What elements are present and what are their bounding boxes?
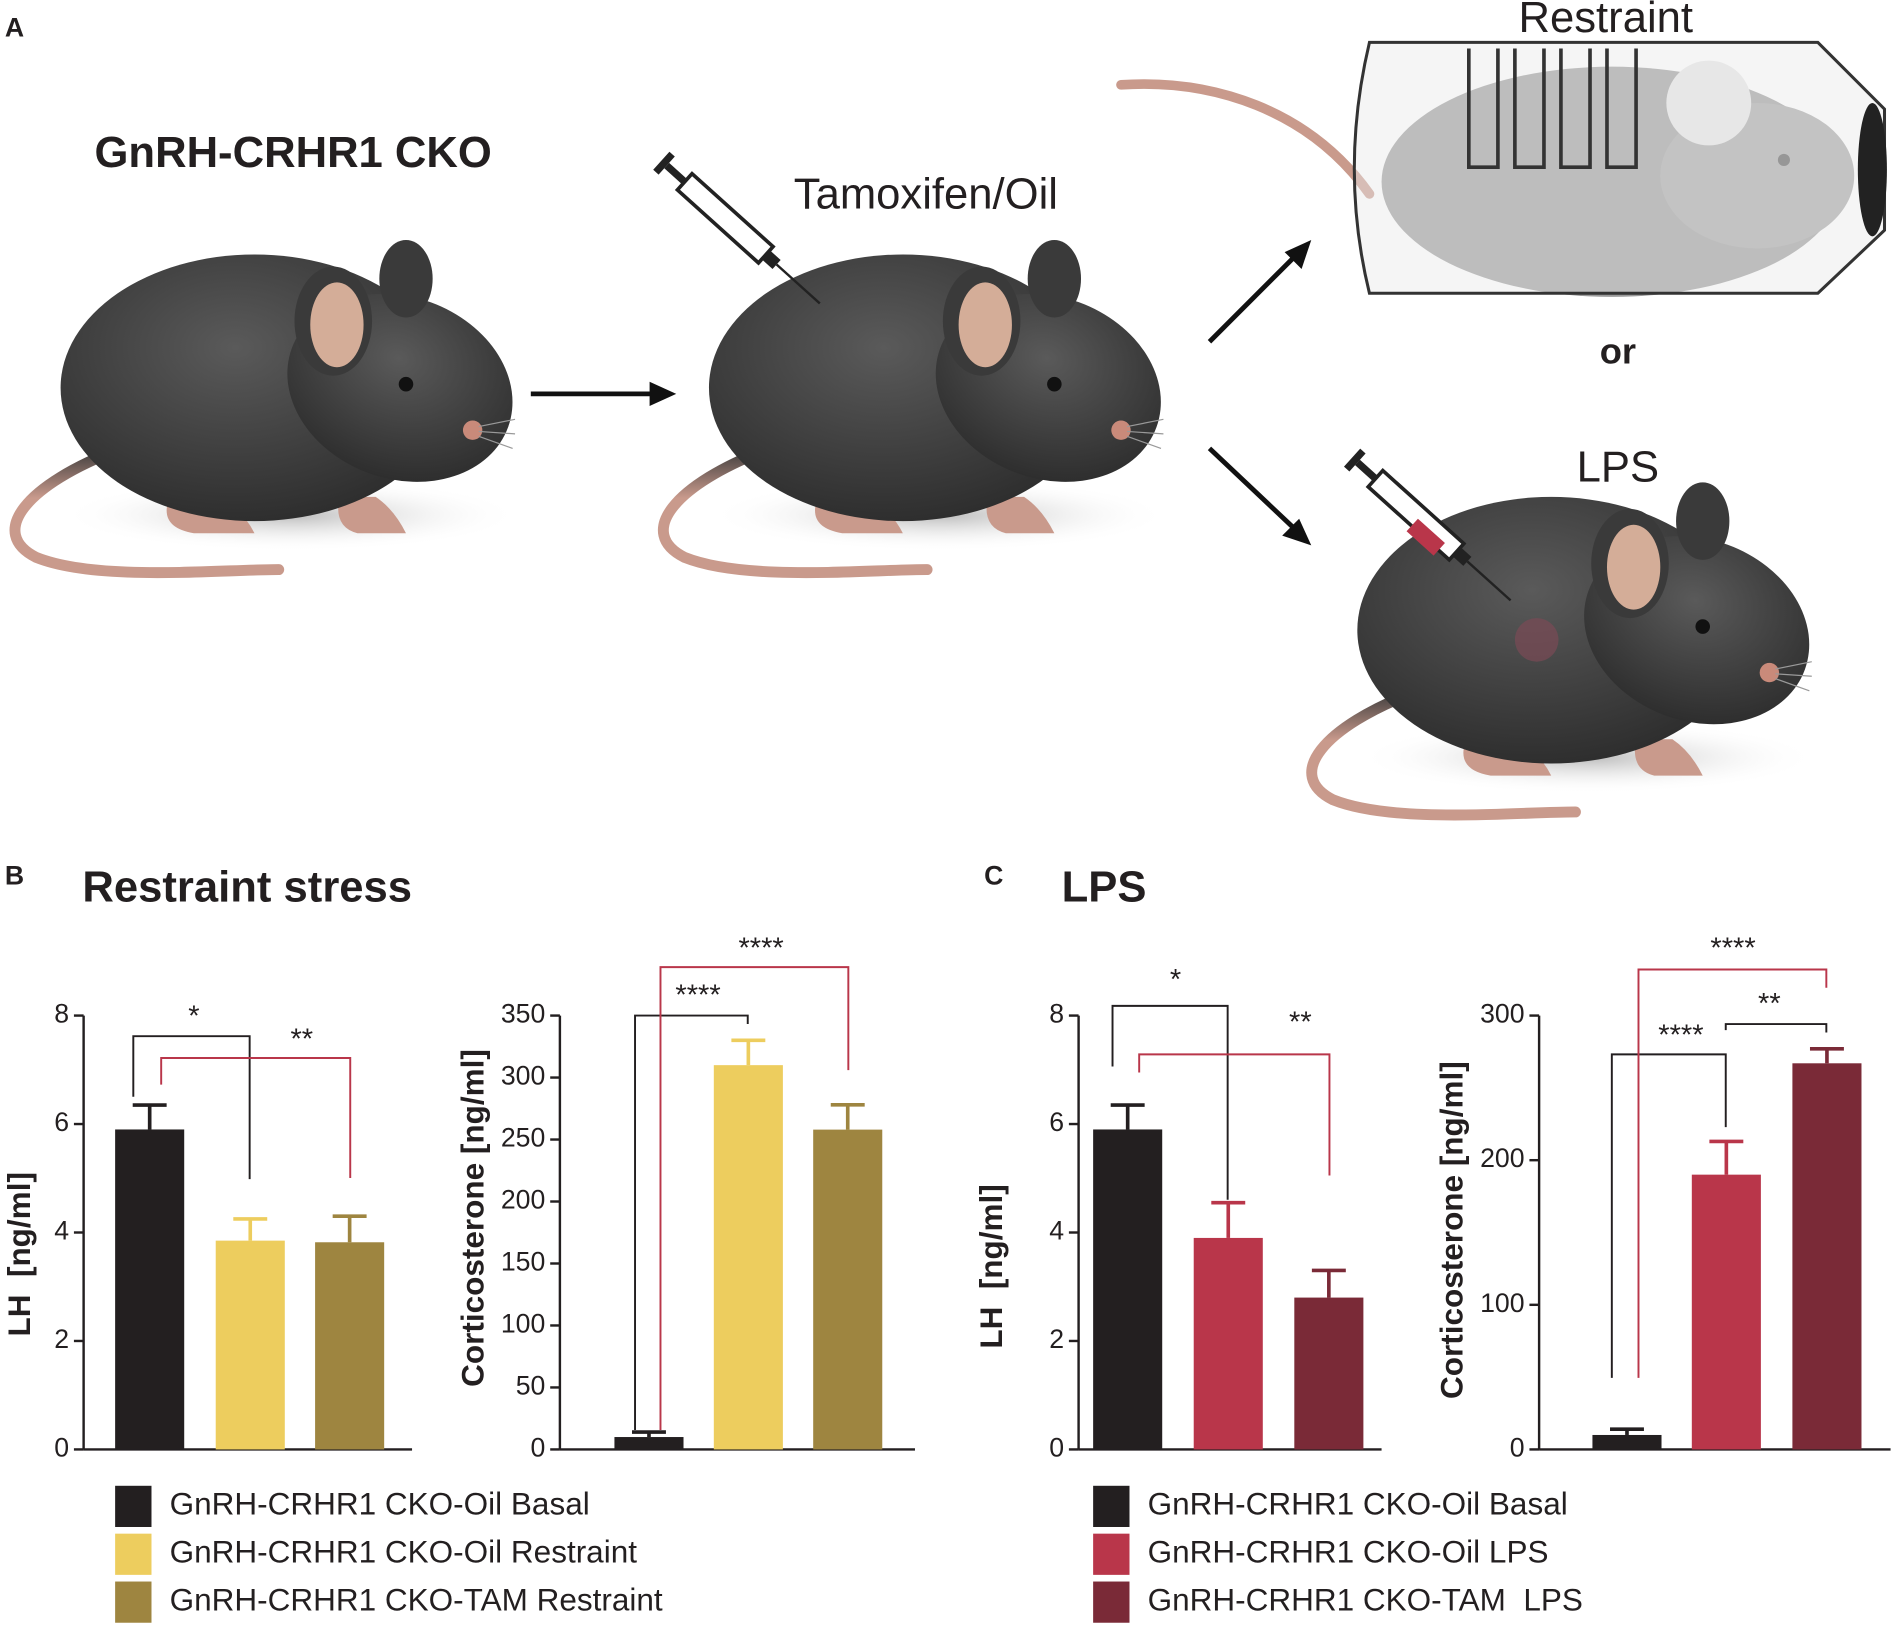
panel-label: A xyxy=(5,12,24,42)
arrowhead xyxy=(649,381,677,406)
y-tick-label: 50 xyxy=(516,1370,546,1400)
legend-swatch xyxy=(1093,1485,1130,1527)
bar xyxy=(1093,1129,1163,1450)
arrow xyxy=(1207,252,1299,344)
bar xyxy=(614,1437,684,1450)
y-tick-label: 8 xyxy=(54,999,69,1029)
y-tick-label: 100 xyxy=(1480,1288,1524,1318)
bar xyxy=(813,1129,883,1450)
significance-bracket xyxy=(659,966,850,1431)
y-tick-label: 6 xyxy=(1049,1107,1064,1137)
legend-label: GnRH-CRHR1 CKO-TAM LPS xyxy=(1148,1581,1583,1617)
arrow xyxy=(1207,446,1299,533)
arrowhead xyxy=(1282,518,1312,546)
legend-swatch xyxy=(115,1533,152,1575)
y-tick-label: 6 xyxy=(54,1107,69,1137)
significance-label: **** xyxy=(1710,932,1755,964)
bar xyxy=(115,1129,185,1450)
mouse-illustration xyxy=(663,240,1187,573)
y-tick-label: 100 xyxy=(501,1309,545,1339)
y-axis-label: Corticosterone [ng/ml] xyxy=(1434,1061,1470,1399)
bar xyxy=(1592,1434,1662,1450)
restraint-tube xyxy=(1116,40,1887,297)
panel-label: C xyxy=(984,861,1003,891)
mouse-illustration xyxy=(1312,482,1836,815)
y-tick-label: 0 xyxy=(531,1432,546,1462)
y-axis-label: Corticosterone [ng/ml] xyxy=(454,1049,490,1387)
significance-label: * xyxy=(1170,964,1181,996)
legend-label: GnRH-CRHR1 CKO-Oil LPS xyxy=(1148,1534,1549,1570)
bar xyxy=(1193,1237,1263,1450)
y-tick-label: 4 xyxy=(54,1216,69,1246)
y-tick-label: 300 xyxy=(1480,999,1524,1029)
y-axis-label: LH [ng/ml] xyxy=(1,1172,37,1336)
y-tick-label: 200 xyxy=(1480,1143,1524,1173)
y-tick-label: 8 xyxy=(1049,999,1064,1029)
legend-label: GnRH-CRHR1 CKO-Oil Basal xyxy=(1148,1486,1568,1522)
significance-label: ** xyxy=(1289,1006,1312,1038)
significance-label: **** xyxy=(1658,1020,1703,1052)
bar xyxy=(1691,1174,1761,1450)
strain-label: GnRH-CRHR1 CKO xyxy=(95,129,492,177)
outcome-label: Restraint xyxy=(1519,0,1694,42)
injection-site xyxy=(1514,618,1559,662)
significance-label: **** xyxy=(675,980,720,1012)
bar xyxy=(1294,1297,1364,1450)
legend-label: GnRH-CRHR1 CKO-Oil Basal xyxy=(170,1486,590,1522)
y-tick-label: 4 xyxy=(1049,1216,1064,1246)
panel-label: B xyxy=(5,861,24,891)
bar xyxy=(713,1065,783,1450)
y-tick-label: 0 xyxy=(1510,1432,1525,1462)
mouse-illustration xyxy=(15,240,539,573)
significance-bracket xyxy=(1138,1053,1331,1176)
legend-label: GnRH-CRHR1 CKO-Oil Restraint xyxy=(170,1534,638,1570)
panel-title: Restraint stress xyxy=(82,864,412,912)
legend-label: GnRH-CRHR1 CKO-TAM Restraint xyxy=(170,1581,663,1617)
legend-swatch xyxy=(115,1485,152,1527)
y-tick-label: 2 xyxy=(1049,1324,1064,1354)
significance-bracket xyxy=(1637,968,1828,1378)
significance-bracket xyxy=(1111,1004,1229,1200)
significance-bracket xyxy=(132,1035,251,1180)
outcome-label: LPS xyxy=(1577,444,1659,492)
treatment-label: Tamoxifen/Oil xyxy=(794,170,1058,218)
significance-label: **** xyxy=(738,932,783,964)
syringe-fill xyxy=(1406,518,1445,556)
y-tick-label: 300 xyxy=(501,1061,545,1091)
significance-label: ** xyxy=(1758,988,1781,1020)
significance-bracket xyxy=(634,1014,749,1431)
significance-bracket xyxy=(160,1057,352,1178)
y-tick-label: 0 xyxy=(1049,1432,1064,1462)
significance-bracket xyxy=(1724,1023,1828,1033)
significance-bracket xyxy=(1610,1053,1727,1378)
conjunction: or xyxy=(1600,330,1636,371)
y-axis-label: LH [ng/ml] xyxy=(973,1184,1009,1348)
y-tick-label: 200 xyxy=(501,1185,545,1215)
bar xyxy=(315,1242,385,1450)
y-tick-label: 250 xyxy=(501,1123,545,1153)
y-tick-label: 0 xyxy=(54,1432,69,1462)
panel-title: LPS xyxy=(1062,864,1147,912)
legend-swatch xyxy=(115,1581,152,1623)
bar xyxy=(215,1240,285,1450)
legend-swatch xyxy=(1093,1533,1130,1575)
y-tick-label: 2 xyxy=(54,1324,69,1354)
y-tick-label: 350 xyxy=(501,999,545,1029)
bar xyxy=(1792,1063,1862,1450)
significance-label: * xyxy=(188,1000,199,1032)
legend-swatch xyxy=(1093,1581,1130,1623)
arrowhead xyxy=(1284,239,1312,270)
significance-label: ** xyxy=(290,1023,313,1055)
y-tick-label: 150 xyxy=(501,1247,545,1277)
